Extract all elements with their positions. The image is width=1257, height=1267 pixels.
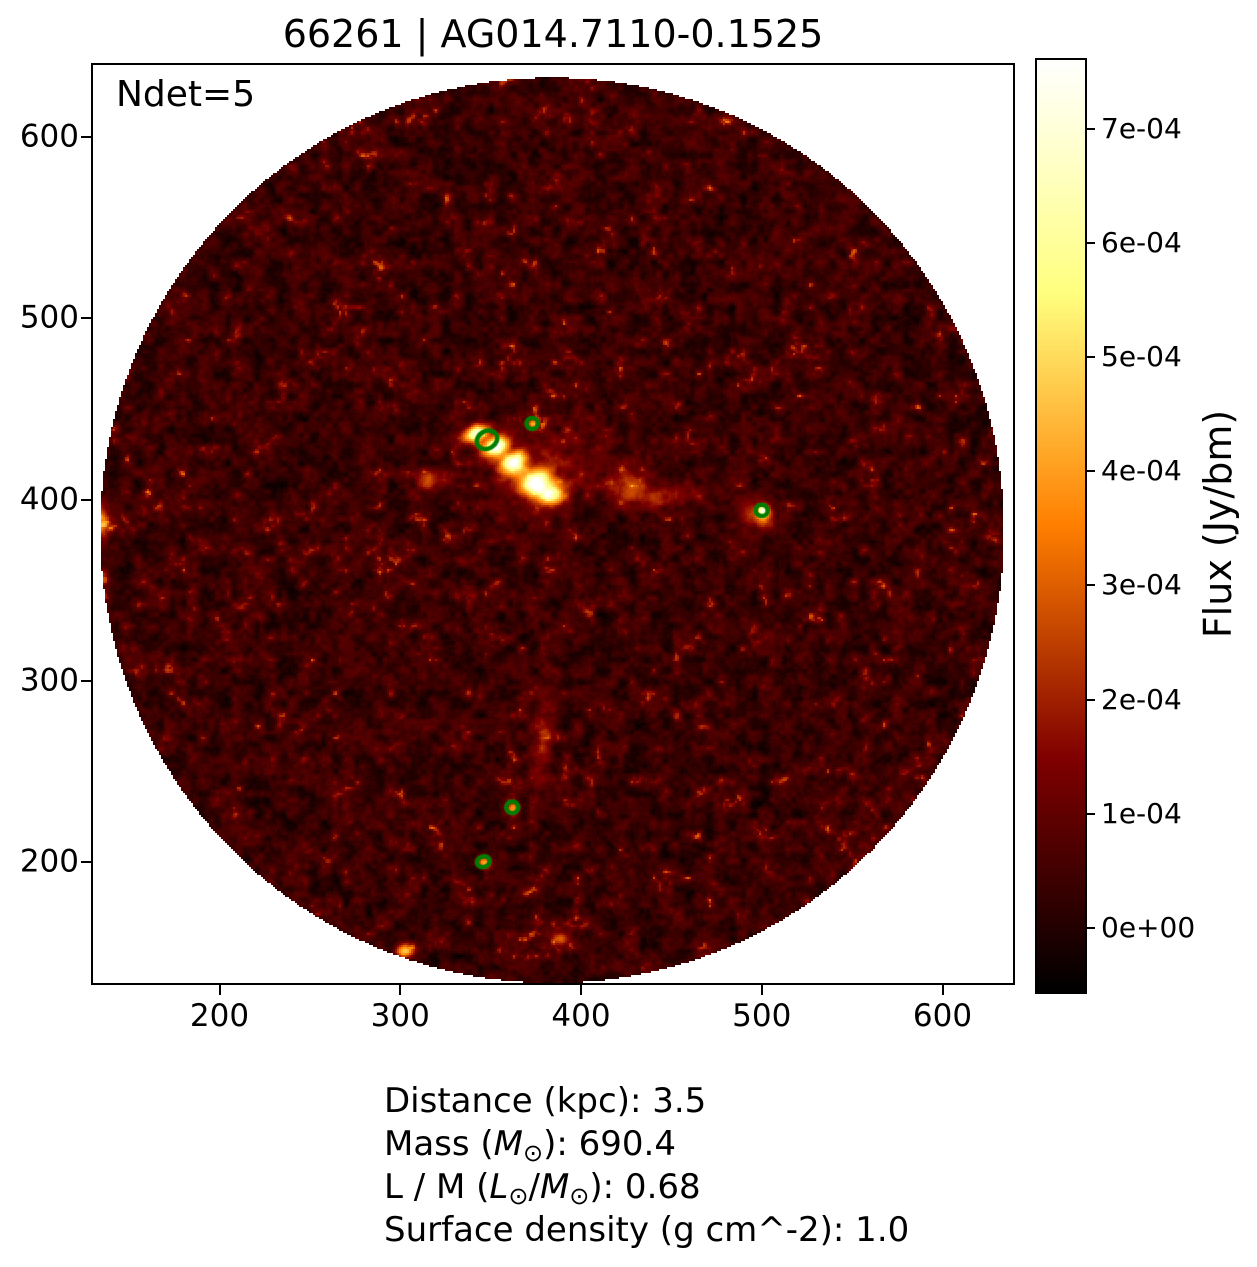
y-tick-label: 400 bbox=[19, 481, 79, 518]
info-line: Surface density (g cm^-2): 1.0 bbox=[384, 1209, 909, 1252]
plot-axes bbox=[91, 63, 1015, 985]
colorbar-tick-label: 5e-04 bbox=[1101, 339, 1182, 373]
colorbar-tick-label: 3e-04 bbox=[1101, 568, 1182, 602]
y-tick-label: 300 bbox=[19, 662, 79, 699]
colorbar-tick-label: 1e-04 bbox=[1101, 796, 1182, 830]
colorbar-tick-label: 7e-04 bbox=[1101, 111, 1182, 145]
info-line: L / M (L⊙/M⊙): 0.68 bbox=[384, 1166, 909, 1210]
colorbar-tick-mark bbox=[1087, 241, 1095, 244]
info-segment: Mass ( bbox=[384, 1124, 494, 1164]
y-tick-label: 600 bbox=[19, 118, 79, 155]
info-line: Mass (M⊙): 690.4 bbox=[384, 1123, 909, 1167]
info-segment: Surface density (g cm^-2): 1.0 bbox=[384, 1210, 910, 1250]
colorbar-tick-mark bbox=[1087, 355, 1095, 358]
colorbar bbox=[1035, 58, 1087, 994]
colorbar-tick-label: 0e+00 bbox=[1101, 911, 1196, 945]
x-tick-mark bbox=[218, 985, 221, 995]
y-tick-label: 500 bbox=[19, 299, 79, 336]
x-tick-mark bbox=[580, 985, 583, 995]
info-segment: Distance (kpc): 3.5 bbox=[384, 1081, 707, 1121]
info-segment: ): 690.4 bbox=[543, 1124, 676, 1164]
info-segment: ⊙ bbox=[523, 1139, 544, 1167]
info-segment: / bbox=[528, 1167, 540, 1207]
colorbar-axis-label: Flux (Jy/bm) bbox=[1196, 409, 1240, 639]
y-tick-mark bbox=[81, 317, 91, 320]
info-segment: ): 0.68 bbox=[589, 1167, 701, 1207]
x-tick-mark bbox=[760, 985, 763, 995]
y-tick-mark bbox=[81, 679, 91, 682]
y-tick-mark bbox=[81, 498, 91, 501]
colorbar-tick-mark bbox=[1087, 127, 1095, 130]
plot-title: 66261 | AG014.7110-0.1525 bbox=[282, 12, 824, 56]
x-tick-mark bbox=[941, 985, 944, 995]
ndet-annotation: Ndet=5 bbox=[116, 74, 256, 115]
y-tick-label: 200 bbox=[19, 843, 79, 880]
colorbar-tick-label: 2e-04 bbox=[1101, 682, 1182, 716]
colorbar-tick-mark bbox=[1087, 584, 1095, 587]
info-segment: L bbox=[489, 1167, 509, 1207]
colorbar-tick-mark bbox=[1087, 927, 1095, 930]
info-segment: M bbox=[539, 1167, 570, 1207]
info-segment: ⊙ bbox=[508, 1182, 529, 1210]
colorbar-tick-mark bbox=[1087, 698, 1095, 701]
x-tick-mark bbox=[399, 985, 402, 995]
source-info-panel: Distance (kpc): 3.5 Mass (M⊙): 690.4 L / M… bbox=[384, 1080, 909, 1252]
x-tick-label: 600 bbox=[912, 998, 973, 1034]
colorbar-gradient-canvas bbox=[1037, 60, 1085, 992]
x-tick-label: 200 bbox=[189, 998, 250, 1034]
y-tick-mark bbox=[81, 136, 91, 139]
x-tick-label: 400 bbox=[551, 998, 611, 1034]
info-segment: M bbox=[493, 1124, 524, 1164]
y-tick-mark bbox=[81, 860, 91, 863]
info-segment: ⊙ bbox=[569, 1182, 590, 1210]
colorbar-tick-label: 4e-04 bbox=[1101, 454, 1182, 488]
info-line: Distance (kpc): 3.5 bbox=[384, 1080, 909, 1123]
info-segment: L / M ( bbox=[384, 1167, 490, 1207]
colorbar-tick-label: 6e-04 bbox=[1101, 225, 1182, 259]
detection-markers-canvas bbox=[93, 65, 1013, 983]
x-tick-label: 300 bbox=[370, 998, 430, 1034]
colorbar-tick-mark bbox=[1087, 812, 1095, 815]
x-tick-label: 500 bbox=[732, 998, 792, 1034]
colorbar-tick-mark bbox=[1087, 470, 1095, 473]
